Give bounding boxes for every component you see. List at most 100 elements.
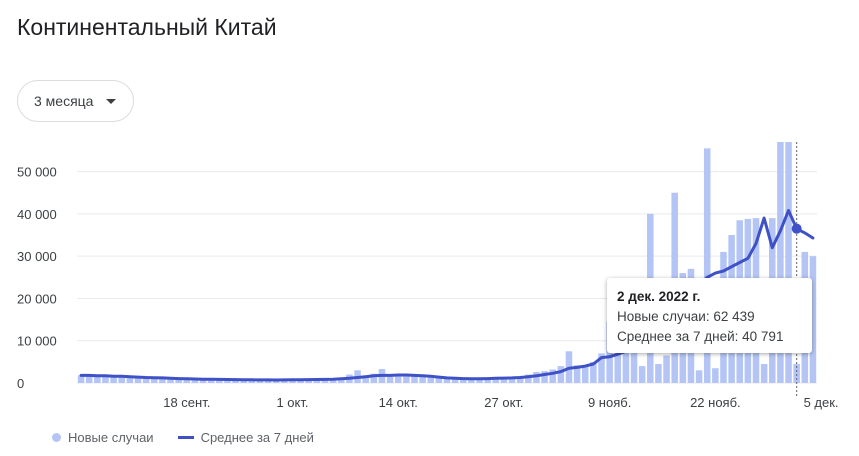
y-tick-label: 40 000 (17, 207, 57, 222)
case-bar (207, 379, 215, 383)
case-bar (240, 379, 247, 383)
x-tick-label: 22 нояб. (690, 395, 741, 410)
case-bar (508, 377, 516, 383)
case-bar (525, 374, 532, 383)
case-bar (549, 369, 556, 383)
tooltip-new-cases: Новые случаи: 62 439 (617, 309, 755, 324)
case-bar (216, 379, 223, 383)
case-bar (199, 379, 207, 383)
case-bar (598, 353, 605, 383)
y-tick-label: 50 000 (17, 165, 57, 180)
case-bar (126, 377, 134, 383)
legend-bars-label: Новые случаи (68, 430, 154, 445)
case-bar (102, 376, 109, 383)
case-bar (622, 344, 630, 383)
range-dropdown-button[interactable]: 3 месяца (17, 80, 134, 122)
caret-down-icon (106, 98, 117, 104)
case-bar (793, 363, 800, 383)
case-bar (484, 378, 491, 383)
case-bar (573, 365, 581, 383)
x-tick-label: 14 окт. (379, 395, 418, 410)
y-tick-label: 0 (17, 376, 24, 391)
case-bar (85, 374, 93, 383)
case-bar (362, 375, 369, 383)
case-bar (264, 380, 272, 383)
y-tick-label: 30 000 (17, 249, 57, 264)
case-bar (712, 368, 719, 383)
case-bar (590, 361, 597, 383)
case-bar (533, 372, 540, 383)
highlight-point (791, 223, 802, 234)
case-bar (451, 379, 459, 383)
case-bar (272, 380, 280, 383)
range-dropdown-label: 3 месяца (34, 93, 94, 109)
case-bar (411, 375, 418, 383)
case-bar (703, 148, 711, 383)
chart-tooltip: 2 дек. 2022 г. Новые случаи: 62 439 Сред… (607, 278, 812, 353)
x-tick-label: 9 нояб. (588, 395, 631, 410)
case-bar (313, 379, 321, 383)
case-bar (118, 376, 125, 383)
case-bar (134, 377, 142, 383)
case-bar (809, 256, 817, 383)
case-bar (777, 142, 784, 383)
case-bar (614, 349, 622, 383)
case-bar (785, 142, 792, 383)
tooltip-average: Среднее за 7 дней: 40 791 (617, 329, 784, 344)
legend-line-label: Среднее за 7 дней (200, 430, 314, 445)
case-bar (142, 377, 150, 383)
case-bar (476, 378, 483, 383)
case-bar (655, 363, 662, 383)
case-bar (175, 378, 182, 383)
case-bar (77, 375, 85, 383)
case-bar (289, 379, 296, 383)
case-bar (557, 366, 565, 383)
tooltip-date: 2 дек. 2022 г. (617, 289, 701, 304)
x-tick-label: 5 дек. (804, 395, 839, 410)
case-bar (150, 377, 158, 383)
case-bar (663, 355, 670, 383)
case-bar (370, 373, 378, 383)
case-bar (386, 374, 394, 383)
case-bar (110, 375, 117, 383)
case-bar (492, 377, 500, 383)
case-bar (183, 378, 191, 383)
case-bar (232, 379, 239, 383)
case-bar (581, 366, 589, 383)
case-bar (338, 378, 345, 383)
x-tick-label: 27 окт. (484, 395, 523, 410)
case-bar (500, 377, 508, 383)
chart-legend: Новые случаи Среднее за 7 дней (52, 430, 314, 445)
case-bar (329, 378, 337, 383)
case-bar (321, 379, 329, 383)
case-bar (695, 370, 703, 383)
case-bar (459, 378, 467, 383)
case-bar (94, 375, 101, 383)
x-tick-label: 18 сент. (163, 395, 210, 410)
x-tick-label: 1 окт. (276, 395, 308, 410)
legend-bars-swatch (52, 433, 61, 442)
legend-line-swatch (177, 436, 194, 439)
case-bar (427, 376, 435, 383)
y-tick-label: 10 000 (17, 334, 57, 349)
case-bar (630, 338, 638, 383)
case-bar (468, 378, 475, 383)
y-tick-label: 20 000 (17, 291, 57, 306)
case-bar (403, 374, 410, 383)
case-bar (248, 380, 256, 383)
case-bar (167, 378, 174, 383)
case-bar (159, 378, 166, 383)
case-bar (297, 379, 304, 383)
case-bar (419, 376, 426, 383)
case-bar (224, 379, 231, 383)
case-bar (443, 378, 451, 383)
case-bar (256, 380, 264, 383)
case-bar (305, 379, 313, 383)
case-bar (435, 377, 443, 383)
case-bar (394, 374, 402, 383)
case-bar (191, 379, 199, 383)
case-bar (760, 363, 768, 383)
case-bar (638, 366, 646, 383)
page-title: Континентальный Китай (17, 14, 277, 40)
